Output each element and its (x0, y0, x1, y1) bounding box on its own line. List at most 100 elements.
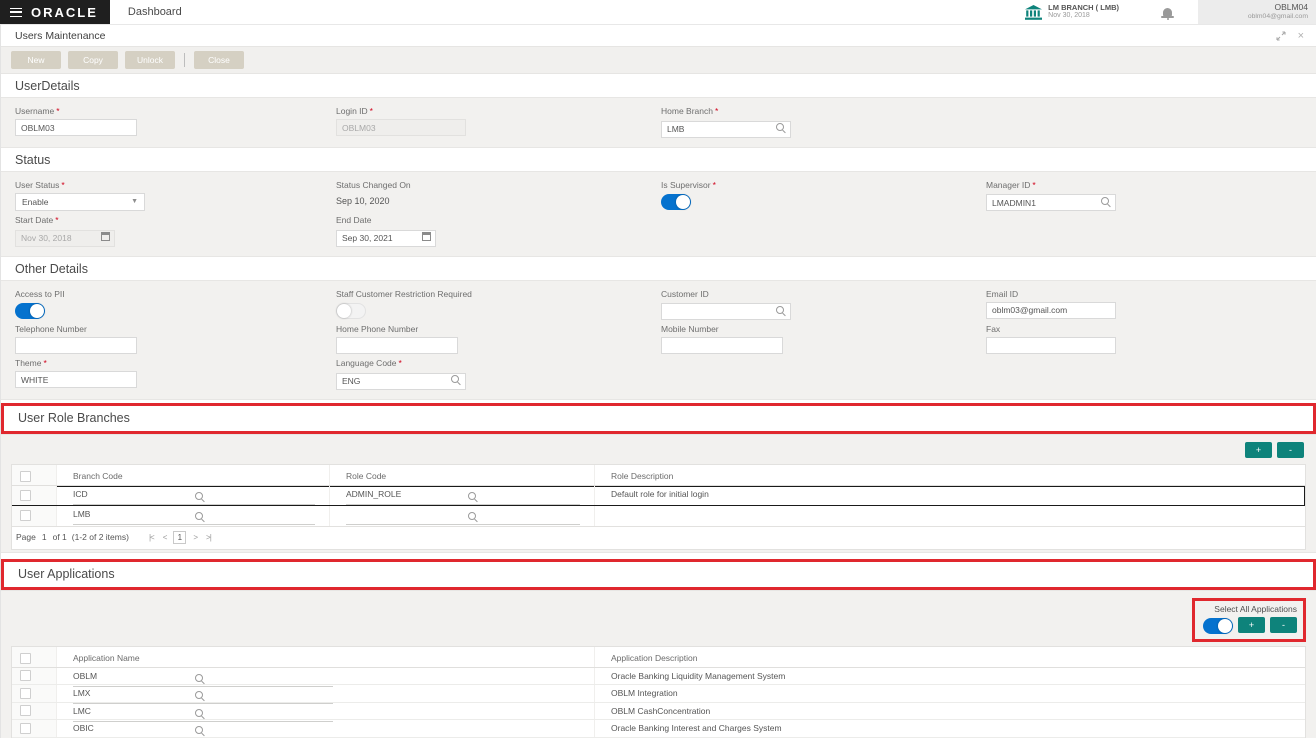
current-page: 1 (41, 532, 47, 542)
user-profile[interactable]: OBLM04 oblm04@gmail.com (1198, 0, 1316, 24)
row-checkbox[interactable] (20, 510, 31, 521)
home-phone-input[interactable] (336, 337, 458, 354)
prev-page-button[interactable]: < (162, 532, 168, 542)
search-icon[interactable] (468, 511, 478, 522)
close-button[interactable]: Close (194, 51, 244, 69)
user-status-select[interactable]: Enable ▼ (15, 192, 145, 211)
end-date-input[interactable] (336, 229, 436, 247)
branch-code-cell-field[interactable]: LMB (73, 509, 315, 525)
access-to-pii-toggle[interactable] (15, 302, 45, 319)
branch-date: Nov 30, 2018 (1048, 12, 1090, 20)
expand-panel-icon[interactable] (1276, 30, 1286, 41)
required-marker: * (61, 179, 65, 190)
fax-input[interactable] (986, 337, 1116, 354)
row-checkbox[interactable] (20, 670, 31, 682)
annotation-box-select-all: Select All Applications + - (1192, 597, 1306, 642)
table-row[interactable]: ICD ADMIN_ROLE Default role for initial … (12, 485, 1305, 506)
search-icon[interactable] (195, 691, 205, 701)
row-checkbox[interactable] (20, 489, 31, 501)
remove-role-row-button[interactable]: - (1277, 441, 1304, 458)
table-row[interactable]: OBIC Oracle Banking Interest and Charges… (12, 720, 1305, 738)
next-page-button[interactable]: > (193, 532, 198, 542)
table-header-row: Branch Code Role Code Role Description (12, 464, 1305, 486)
add-application-row-button[interactable]: + (1238, 617, 1265, 633)
customer-id-field-group: Customer ID (661, 285, 986, 320)
home-branch-input[interactable] (661, 120, 791, 138)
status-changed-on-label: Status Changed On (336, 179, 411, 190)
page-number-box[interactable]: 1 (173, 530, 187, 544)
role-code-cell-field[interactable] (346, 509, 580, 525)
hamburger-menu-icon[interactable] (10, 7, 22, 17)
new-button[interactable]: New (11, 51, 61, 69)
bell-icon (1161, 8, 1174, 20)
branch-code-cell-field[interactable]: ICD (73, 489, 315, 505)
is-supervisor-label: Is Supervisor * (661, 179, 716, 190)
bank-icon (1025, 4, 1043, 20)
branch-info[interactable]: LM BRANCH ( LMB) Nov 30, 2018 (1025, 0, 1137, 24)
search-icon[interactable] (195, 673, 205, 684)
user-role-branches-table: Branch Code Role Code Role Description I… (11, 463, 1306, 527)
home-phone-field-group: Home Phone Number (336, 320, 661, 354)
table-row[interactable]: LMX OBLM Integration (12, 685, 1305, 704)
table-row[interactable]: LMB (12, 505, 1305, 526)
search-icon[interactable] (195, 491, 205, 502)
page-title: Dashboard (127, 6, 182, 18)
table-row[interactable]: OBLM Oracle Banking Liquidity Management… (12, 667, 1305, 687)
copy-button[interactable]: Copy (68, 51, 118, 69)
row-checkbox[interactable] (20, 722, 31, 734)
record-toolbar: New Copy Unlock Close (1, 46, 1316, 74)
row-select-cell (12, 485, 57, 505)
close-panel-icon[interactable]: × (1297, 29, 1304, 42)
search-icon[interactable] (468, 491, 478, 502)
add-role-row-button[interactable]: + (1245, 441, 1272, 458)
of-text: of 1 (52, 532, 67, 542)
customer-id-input[interactable] (661, 303, 791, 320)
select-all-rows-cell (12, 646, 57, 667)
home-branch-label: Home Branch * (661, 106, 719, 116)
user-email: oblm04@gmail.com (1247, 13, 1308, 21)
select-all-checkbox[interactable] (20, 470, 31, 482)
search-icon[interactable] (195, 511, 205, 522)
search-icon[interactable] (195, 708, 205, 719)
oracle-logo: ORACLE (31, 4, 98, 20)
notifications-button[interactable] (1137, 0, 1198, 24)
staff-restriction-toggle[interactable] (336, 302, 366, 319)
top-app-bar: ORACLE Dashboard LM BRANCH ( LMB) Nov 30… (0, 0, 1316, 25)
first-page-button[interactable]: |< (148, 532, 155, 542)
section-title-user-role-branches: User Role Branches (18, 410, 130, 425)
required-marker: * (714, 106, 719, 116)
section-title-other-details: Other Details (1, 256, 1316, 280)
required-marker: * (369, 106, 373, 116)
required-marker: * (43, 358, 47, 368)
unlock-button[interactable]: Unlock (125, 51, 175, 69)
staff-restriction-label: Staff Customer Restriction Required (336, 288, 472, 299)
user-status-label: User Status * (15, 179, 65, 190)
select-all-checkbox[interactable] (20, 652, 31, 664)
mobile-label: Mobile Number (661, 324, 719, 334)
email-id-input[interactable] (986, 301, 1116, 319)
select-all-applications-toggle[interactable] (1203, 617, 1233, 634)
remove-application-row-button[interactable]: - (1270, 617, 1297, 633)
row-checkbox[interactable] (20, 705, 31, 717)
toolbar-divider (184, 53, 185, 67)
required-marker: * (56, 106, 60, 116)
section-title-status: Status (1, 147, 1316, 171)
application-name-cell-field[interactable]: OBIC (73, 723, 333, 738)
role-description-cell (595, 506, 1305, 526)
row-checkbox[interactable] (20, 687, 31, 699)
mobile-input[interactable] (661, 337, 783, 354)
language-code-input[interactable] (336, 372, 466, 390)
last-page-button[interactable]: >| (206, 532, 212, 542)
theme-input[interactable] (15, 371, 137, 388)
telephone-label: Telephone Number (15, 324, 87, 334)
is-supervisor-toggle[interactable] (661, 193, 691, 210)
role-code-cell-field[interactable]: ADMIN_ROLE (346, 489, 580, 505)
telephone-input[interactable] (15, 337, 137, 354)
search-icon[interactable] (195, 726, 205, 736)
roles-pagination: Page 1 of 1 (1-2 of 2 items) |< < 1 > >| (11, 526, 1306, 550)
manager-id-input[interactable] (986, 194, 1116, 211)
table-row[interactable]: LMC OBLM CashConcentration (12, 702, 1305, 722)
username-input[interactable] (15, 119, 137, 136)
empty-cell (986, 102, 1302, 138)
